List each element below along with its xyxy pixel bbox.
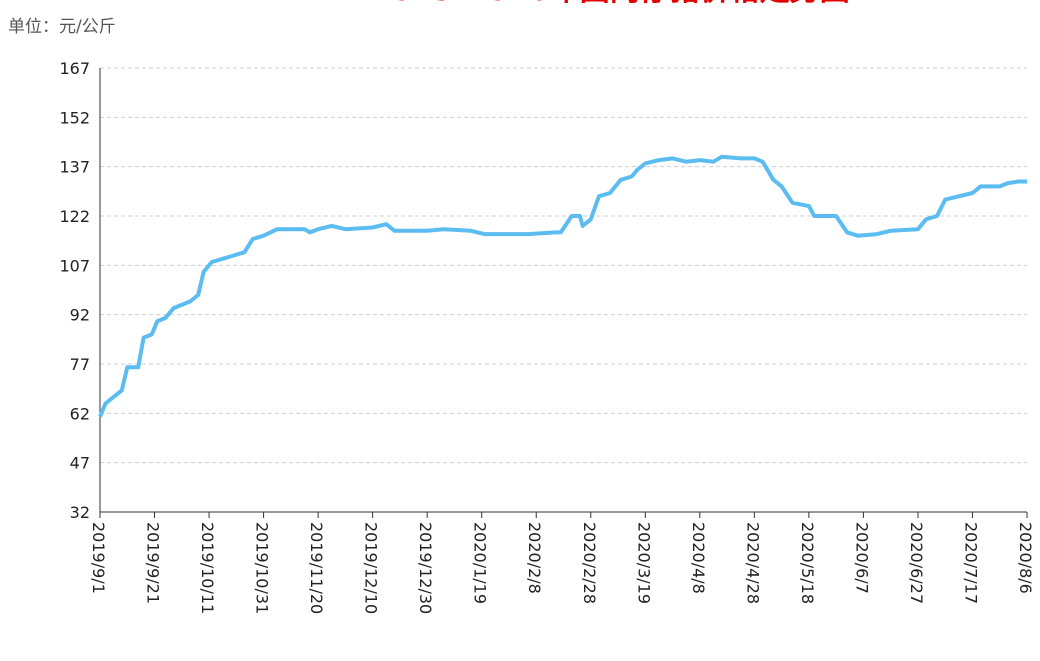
x-tick-label: 2019/12/30 <box>416 522 435 614</box>
y-tick-label: 47 <box>70 454 90 473</box>
x-tick-label: 2020/1/19 <box>471 522 490 604</box>
y-tick-label: 77 <box>70 355 90 374</box>
x-tick-label: 2020/2/28 <box>580 522 599 604</box>
y-tick-label: 32 <box>70 503 90 522</box>
x-tick-label: 2020/3/19 <box>634 522 653 604</box>
chart-title: 2019-2020年国内仔猪价格走势图 <box>370 0 849 8</box>
y-tick-label: 62 <box>70 404 90 423</box>
x-tick-label: 2020/7/17 <box>961 522 980 604</box>
unit-label: 单位：元/公斤 <box>8 17 116 37</box>
y-tick-label: 152 <box>59 108 90 127</box>
x-tick-label: 2019/10/31 <box>253 522 272 614</box>
x-tick-label: 2020/2/8 <box>525 522 544 594</box>
y-tick-label: 167 <box>59 59 90 78</box>
x-tick-label: 2019/12/10 <box>362 522 381 614</box>
y-tick-label: 122 <box>59 207 90 226</box>
y-tick-label: 107 <box>59 256 90 275</box>
x-tick-label: 2019/9/1 <box>89 522 108 594</box>
x-tick-label: 2019/11/20 <box>307 522 326 614</box>
y-tick-label: 92 <box>70 306 90 325</box>
x-tick-label: 2020/6/27 <box>907 522 926 604</box>
y-tick-label: 137 <box>59 158 90 177</box>
x-tick-label: 2020/4/28 <box>743 522 762 604</box>
x-tick-label: 2020/8/6 <box>1016 522 1035 594</box>
x-tick-label: 2019/10/11 <box>198 522 217 614</box>
x-tick-label: 2020/4/8 <box>689 522 708 594</box>
x-tick-label: 2020/6/7 <box>852 522 871 594</box>
price-line <box>98 154 1027 418</box>
x-tick-label: 2019/9/21 <box>144 522 163 604</box>
x-tick-label: 2020/5/18 <box>798 522 817 604</box>
